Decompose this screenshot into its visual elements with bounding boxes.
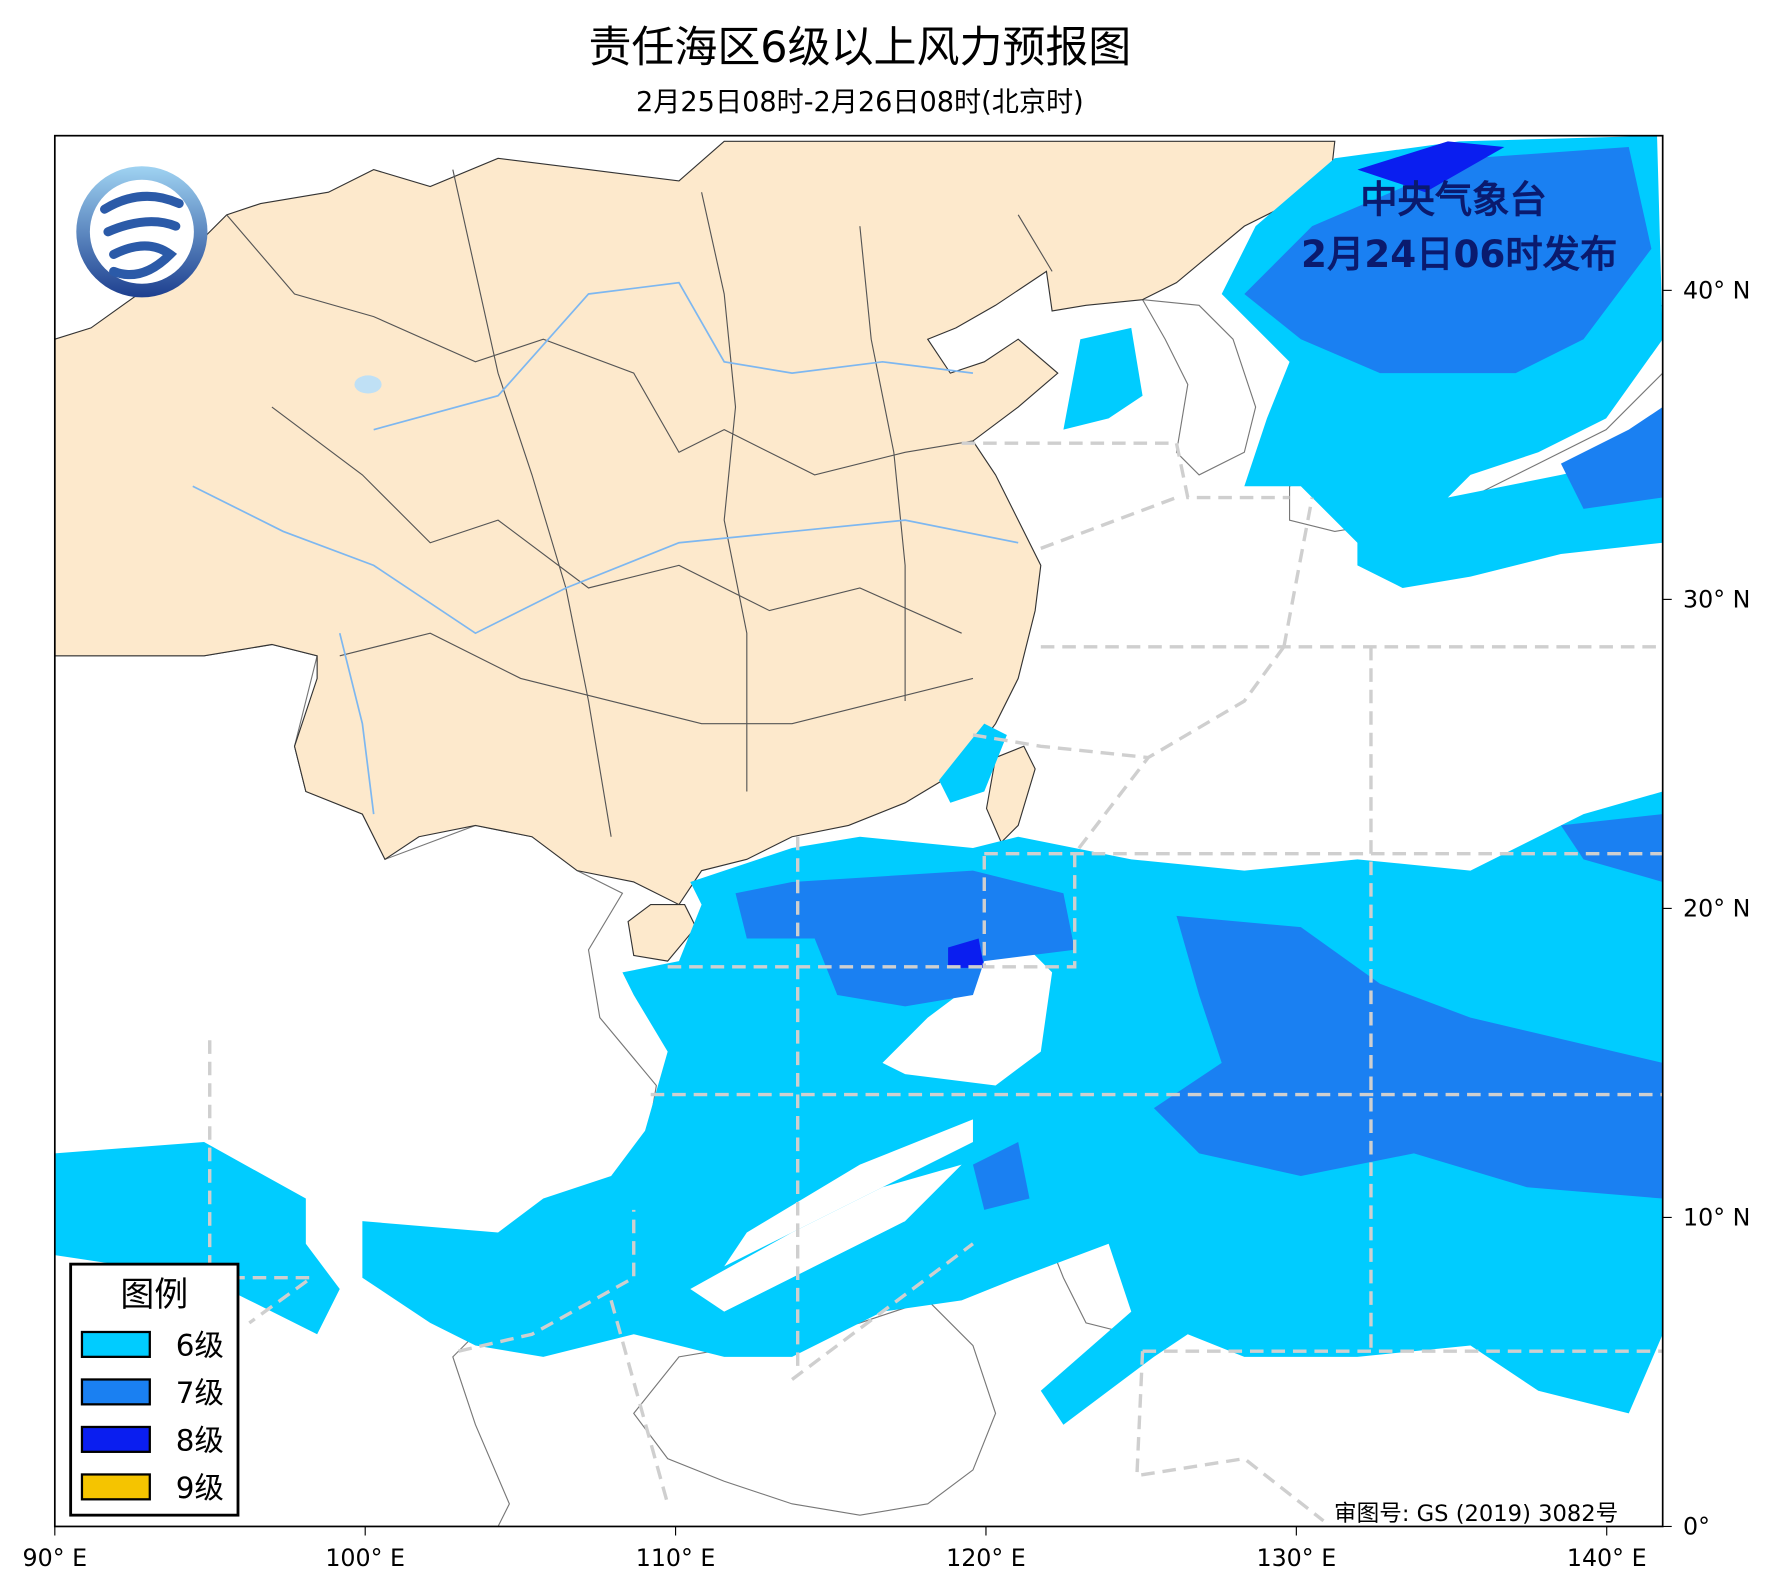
legend-swatch xyxy=(80,1425,151,1453)
lake xyxy=(354,375,382,394)
legend-label: 9级 xyxy=(176,1471,224,1505)
map-area xyxy=(53,134,1664,1528)
legend-label: 7级 xyxy=(176,1376,224,1410)
wind-6-yellow-sea xyxy=(1063,327,1143,430)
province-borders xyxy=(226,169,1053,837)
y-tick-label: 40° N xyxy=(1683,276,1750,304)
legend-label: 8级 xyxy=(176,1424,224,1458)
x-tick-label: 120° E xyxy=(946,1544,1026,1572)
y-tick-label: 10° N xyxy=(1683,1203,1750,1231)
legend-swatch xyxy=(80,1330,151,1358)
x-tick-label: 140° E xyxy=(1567,1544,1647,1572)
wind-8-northeast xyxy=(1357,141,1505,193)
wind-8-scs xyxy=(948,938,985,968)
cma-logo xyxy=(76,166,208,298)
issuer-time: 2月24日06时发布 xyxy=(1301,232,1617,276)
wind-7-scs xyxy=(735,870,1075,1007)
legend-title: 图例 xyxy=(120,1275,188,1314)
zone-lines xyxy=(208,441,1663,1523)
wind-6-west xyxy=(54,1142,340,1335)
palawan-gap xyxy=(690,1164,962,1312)
axes: 90° E 100° E 110° E 120° E 130° E 140° E 0° 10°… xyxy=(23,276,1751,1572)
approval-number: 审图号: GS (2019) 3082号 xyxy=(1334,1501,1618,1527)
wind-7-japan xyxy=(1560,407,1663,509)
wind-6-taiwan-strait xyxy=(939,723,1007,803)
legend-swatch xyxy=(80,1473,151,1501)
wind-7-pacific xyxy=(1153,915,1663,1199)
wind-6-south xyxy=(362,791,1663,1425)
wind-7-northeast xyxy=(1244,146,1652,374)
x-tick-label: 110° E xyxy=(636,1544,716,1572)
y-tick-label: 0° xyxy=(1683,1512,1710,1540)
wind-7-sulu xyxy=(972,1142,1030,1210)
y-tick-label: 20° N xyxy=(1683,894,1750,922)
x-tick-label: 100° E xyxy=(325,1544,405,1572)
x-tick-label: 90° E xyxy=(23,1544,88,1572)
korea xyxy=(1141,298,1257,476)
rivers xyxy=(192,281,1019,815)
luzon-gap xyxy=(882,938,1053,1086)
sulu-gap xyxy=(724,1119,973,1267)
legend: 图例 6级 7级 8级 9级 xyxy=(69,1262,240,1517)
issuer-name: 中央气象台 xyxy=(1360,178,1546,222)
subtitle: 2月25日08时-2月26日08时(北京时) xyxy=(636,87,1084,118)
china-land xyxy=(54,140,1336,906)
y-tick-label: 30° N xyxy=(1683,585,1750,613)
legend-swatch xyxy=(80,1378,151,1406)
legend-label: 6级 xyxy=(176,1329,224,1363)
wind-7-east xyxy=(1560,814,1663,882)
title: 责任海区6级以上风力预报图 xyxy=(589,23,1132,73)
x-tick-label: 130° E xyxy=(1256,1544,1336,1572)
map-frame xyxy=(53,134,1664,1528)
taiwan xyxy=(985,745,1036,844)
